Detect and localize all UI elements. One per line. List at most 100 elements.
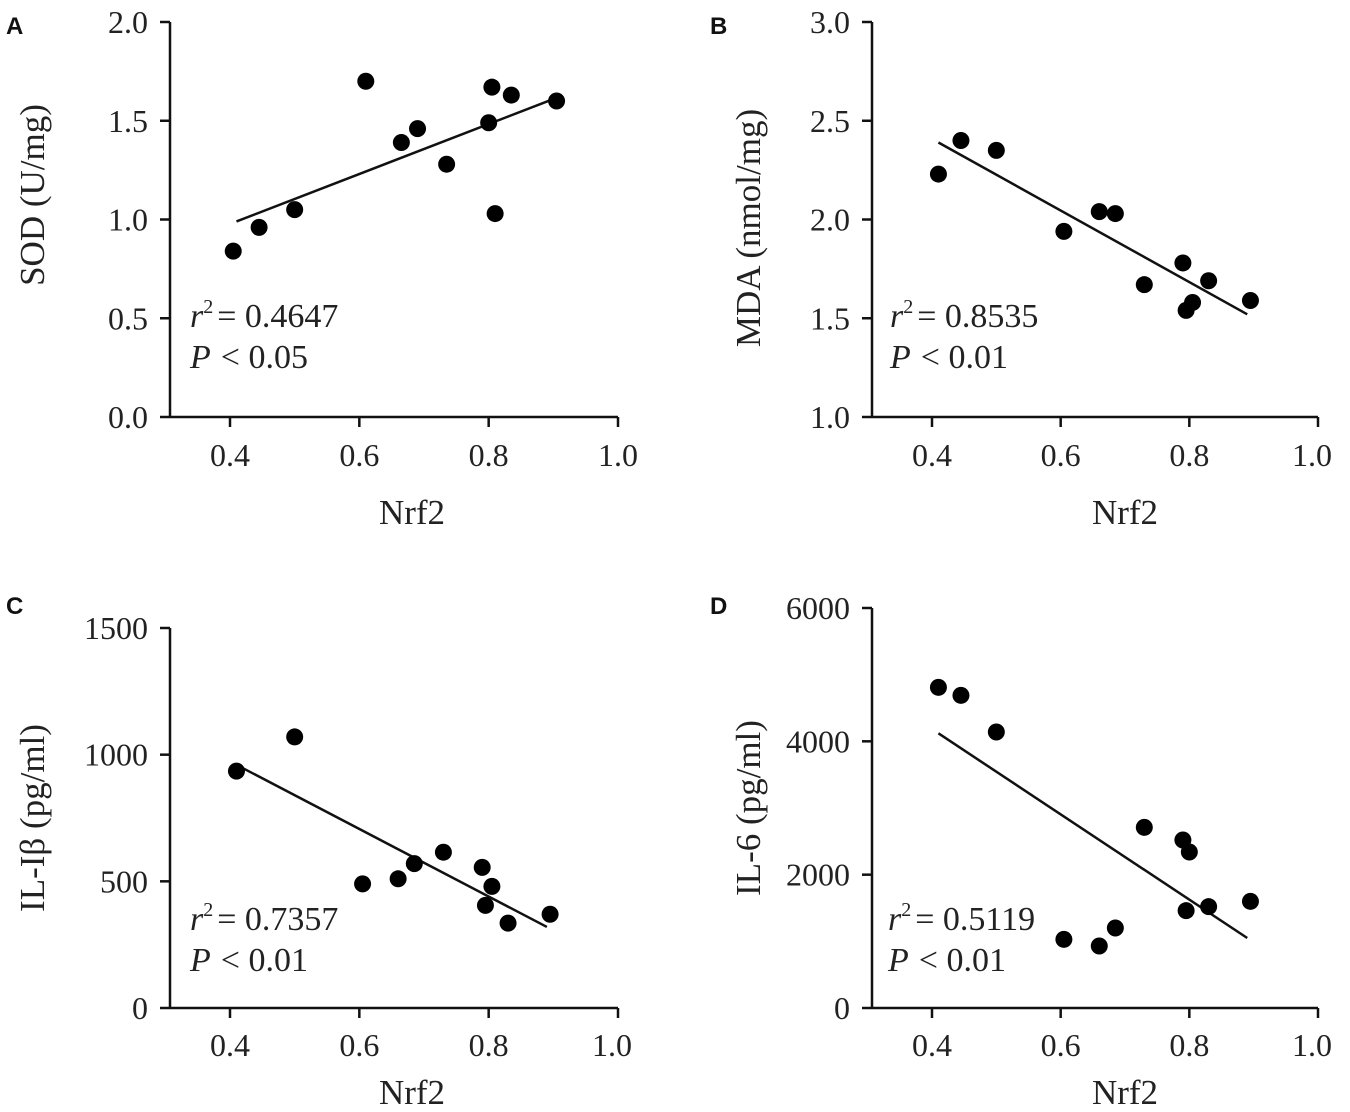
panel-c-y-label: IL-Iβ (pg/ml): [13, 724, 52, 912]
panel-a-data-point-4: [357, 72, 375, 90]
panel-d-data-point-9: [1177, 902, 1195, 920]
panel-b-x-ticks: 0.4 0.6 0.8 1.0: [912, 417, 1332, 473]
panel-b-x-tick-label: 0.6: [1041, 437, 1081, 473]
panel-d-data-point-6: [1106, 919, 1124, 937]
panel-d-data-point-10: [1180, 843, 1198, 861]
panel-a-data-point-5: [392, 133, 410, 151]
panel-d-x-ticks: 0.4 0.6 0.8 1.0: [912, 1008, 1332, 1063]
panel-d-y-tick-label: 0: [834, 990, 850, 1026]
panel-a-x-label: Nrf2: [379, 493, 445, 532]
panel-a-x-tick-label: 0.8: [469, 437, 509, 473]
panel-d-y-ticks: 6000 4000 2000 0: [786, 590, 872, 1026]
panel-a-y-tick-label: 0.0: [108, 399, 148, 435]
panel-a-data-point-8: [480, 114, 498, 132]
panel-b-x-tick-label: 0.8: [1169, 437, 1209, 473]
panel-a-y-tick-label: 2.0: [108, 4, 148, 40]
panel-a-data-point-9: [483, 78, 501, 96]
panel-d-x-tick-label: 0.8: [1169, 1027, 1209, 1063]
panel-c-r-squared: r2 = 0.7357: [190, 899, 338, 938]
panel-d-fit-line: [937, 732, 1248, 940]
panel-a-data-point-12: [548, 92, 566, 110]
panel-d-y-tick-label: 2000: [786, 857, 850, 893]
panel-a-x-tick-label: 1.0: [598, 437, 638, 473]
panel-d-data-point-7: [1135, 818, 1153, 836]
panel-d-x-label: Nrf2: [1092, 1073, 1158, 1112]
panel-a-data-point-11: [502, 86, 520, 104]
panel-d-data-point-5: [1090, 937, 1108, 955]
panel-a-points: [224, 72, 566, 260]
panel-d-y-tick-label: 6000: [786, 590, 850, 626]
panel-a-r-squared: r2 = 0.4647: [190, 296, 338, 335]
panel-b-y-tick-label: 3.0: [810, 4, 850, 40]
panel-b-y-ticks: 3.0 2.5 2.0 1.5 1.0: [810, 4, 872, 435]
panel-b-x-tick-label: 0.4: [912, 437, 952, 473]
panel-d-data-point-2: [952, 686, 970, 704]
panel-c-y-ticks: 1500 1000 500 0: [84, 610, 170, 1026]
panel-a-p-value: P < 0.05: [189, 339, 308, 376]
panel-b-y-label: MDA (nmol/mg): [729, 109, 768, 347]
panel-d-points: [929, 678, 1259, 955]
panel-a-y-tick-label: 1.5: [108, 103, 148, 139]
panel-b-data-point-4: [1055, 222, 1073, 240]
panel-b-data-point-3: [987, 141, 1005, 159]
panel-b-data-point-10: [1184, 293, 1202, 311]
panel-c-data-point-4: [389, 870, 407, 888]
panel-c-p-value: P < 0.01: [189, 942, 308, 979]
panel-b-x-tick-label: 1.0: [1292, 437, 1332, 473]
panel-d-data-point-4: [1055, 930, 1073, 948]
panel-b-data-point-6: [1106, 205, 1124, 223]
panel-d-data-point-1: [929, 678, 947, 696]
panel-b-y-tick-label: 2.5: [810, 103, 850, 139]
panel-c-data-point-10: [499, 914, 517, 932]
panel-a-y-label: SOD (U/mg): [13, 104, 52, 286]
panel-c-x-label: Nrf2: [379, 1073, 445, 1112]
panel-b-y-tick-label: 1.0: [810, 399, 850, 435]
panel-a-data-point-3: [286, 201, 304, 219]
panel-b-data-point-7: [1135, 276, 1153, 294]
panel-c-data-point-3: [354, 875, 372, 893]
panel-c-y-tick-label: 0: [132, 990, 148, 1026]
panel-a-data-point-10: [486, 205, 504, 223]
panel-a-data-point-1: [224, 242, 242, 260]
panel-a-data-point-7: [438, 155, 456, 173]
panel-letter-d: D: [710, 593, 727, 620]
panel-c-x-tick-label: 0.8: [469, 1027, 509, 1063]
panel-b-y-tick-label: 2.0: [810, 202, 850, 238]
panel-c-x-ticks: 0.4 0.6 0.8 1.0: [210, 1008, 632, 1063]
panel-c-points: [227, 728, 559, 932]
panel-c-data-point-1: [227, 762, 245, 780]
panel-c-y-tick-label: 1000: [84, 737, 148, 773]
panel-c-y-tick-label: 500: [100, 863, 148, 899]
panel-b-y-tick-label: 1.5: [810, 300, 850, 336]
panel-a: A 2.0 1.5 1.0 0.5 0.0 0.4 0.6 0.8 1.0 Nr…: [6, 4, 638, 532]
panel-b-x-label: Nrf2: [1092, 493, 1158, 532]
panel-b-data-point-12: [1241, 291, 1259, 309]
panel-c-fit-line: [235, 763, 548, 929]
panel-b-data-point-8: [1174, 254, 1192, 272]
panel-d: D 6000 4000 2000 0 0.4 0.6 0.8 1.0 Nrf2 …: [710, 590, 1332, 1112]
panel-c-data-point-7: [473, 858, 491, 876]
panel-c-y-tick-label: 1500: [84, 610, 148, 646]
panel-a-y-ticks: 2.0 1.5 1.0 0.5 0.0: [108, 4, 170, 435]
panel-c-data-point-5: [405, 855, 423, 873]
panel-b-data-point-5: [1090, 203, 1108, 221]
panel-b-data-point-11: [1200, 272, 1218, 290]
panel-d-data-point-11: [1200, 898, 1218, 916]
panel-c-data-point-9: [483, 877, 501, 895]
panel-b-data-point-2: [952, 132, 970, 149]
panel-b-points: [929, 132, 1259, 319]
panel-d-y-tick-label: 4000: [786, 723, 850, 759]
panel-d-y-label: IL-6 (pg/ml): [729, 720, 768, 896]
panel-a-y-tick-label: 0.5: [108, 300, 148, 336]
panel-b-fit-line: [937, 141, 1248, 316]
panel-letter-b: B: [710, 13, 727, 40]
panel-b-data-point-1: [929, 165, 947, 183]
panel-a-y-tick-label: 1.0: [108, 202, 148, 238]
panel-a-x-ticks: 0.4 0.6 0.8 1.0: [210, 417, 638, 473]
panel-d-p-value: P < 0.01: [887, 942, 1006, 979]
panel-a-data-point-2: [250, 218, 268, 236]
panel-a-fit-line: [236, 97, 554, 223]
panel-c-data-point-6: [434, 843, 452, 861]
panel-c-data-point-8: [476, 896, 494, 914]
